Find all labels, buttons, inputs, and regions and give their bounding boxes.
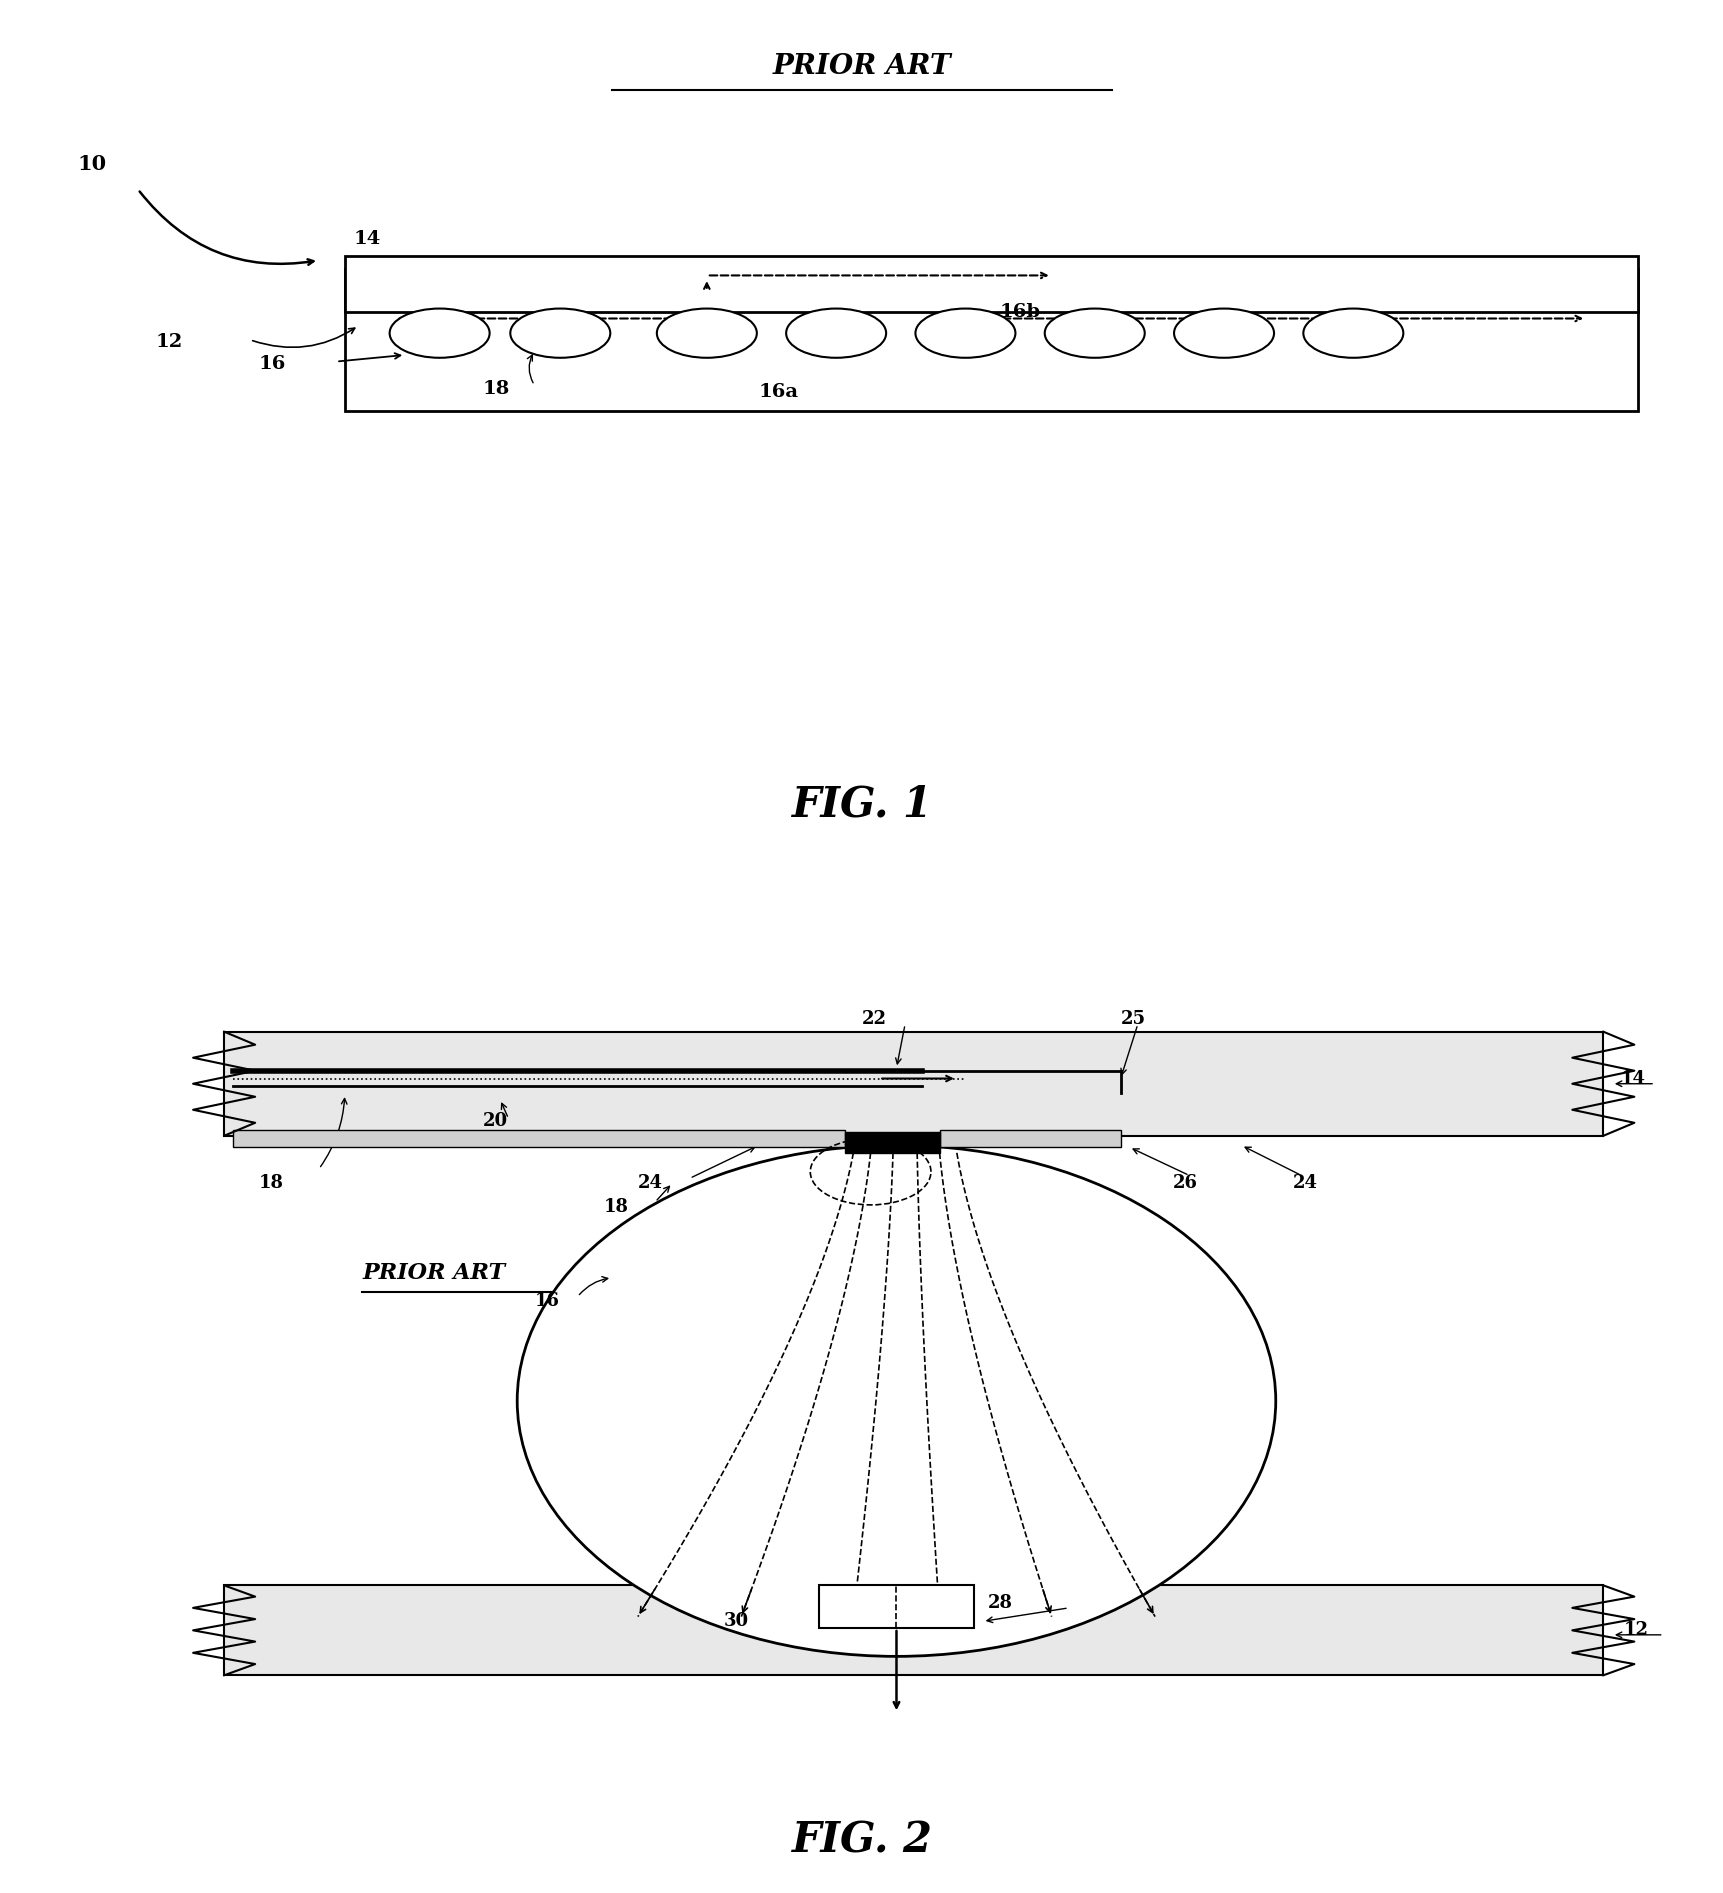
Text: 28: 28 xyxy=(987,1594,1013,1611)
Bar xyxy=(224,1586,1602,1675)
Text: 20: 20 xyxy=(482,1113,508,1130)
Ellipse shape xyxy=(1173,309,1273,358)
Ellipse shape xyxy=(517,1145,1275,1656)
Ellipse shape xyxy=(656,309,756,358)
Bar xyxy=(939,1130,1120,1147)
Text: FIG. 1: FIG. 1 xyxy=(791,784,932,825)
Text: 16: 16 xyxy=(534,1293,560,1310)
Text: 26: 26 xyxy=(1172,1174,1197,1193)
Text: 14: 14 xyxy=(1620,1070,1645,1088)
Text: 30: 30 xyxy=(724,1611,750,1630)
Text: 22: 22 xyxy=(862,1011,887,1028)
Ellipse shape xyxy=(1303,309,1403,358)
Text: 18: 18 xyxy=(603,1198,629,1215)
Text: 16b: 16b xyxy=(999,303,1041,322)
Text: 24: 24 xyxy=(638,1174,663,1193)
Text: 16a: 16a xyxy=(758,382,798,401)
Text: 25: 25 xyxy=(1120,1011,1146,1028)
Bar xyxy=(844,1132,939,1153)
Text: 14: 14 xyxy=(353,231,381,248)
Text: 10: 10 xyxy=(78,155,107,174)
Text: PRIOR ART: PRIOR ART xyxy=(772,53,951,80)
Text: 12: 12 xyxy=(155,333,183,350)
Text: FIG. 2: FIG. 2 xyxy=(791,1819,932,1863)
Text: PRIOR ART: PRIOR ART xyxy=(362,1263,505,1283)
Bar xyxy=(233,1130,844,1147)
Ellipse shape xyxy=(389,309,489,358)
Bar xyxy=(345,269,1637,411)
Ellipse shape xyxy=(915,309,1015,358)
Text: 12: 12 xyxy=(1623,1620,1649,1639)
Ellipse shape xyxy=(786,309,886,358)
Text: 18: 18 xyxy=(482,380,510,398)
Bar xyxy=(818,1586,973,1628)
Bar xyxy=(224,1032,1602,1136)
Text: 18: 18 xyxy=(258,1174,284,1193)
Text: 15: 15 xyxy=(750,1202,775,1221)
Ellipse shape xyxy=(510,309,610,358)
Text: 24: 24 xyxy=(1292,1174,1318,1193)
Bar xyxy=(345,256,1637,312)
Text: 16: 16 xyxy=(258,356,286,373)
Ellipse shape xyxy=(1044,309,1144,358)
